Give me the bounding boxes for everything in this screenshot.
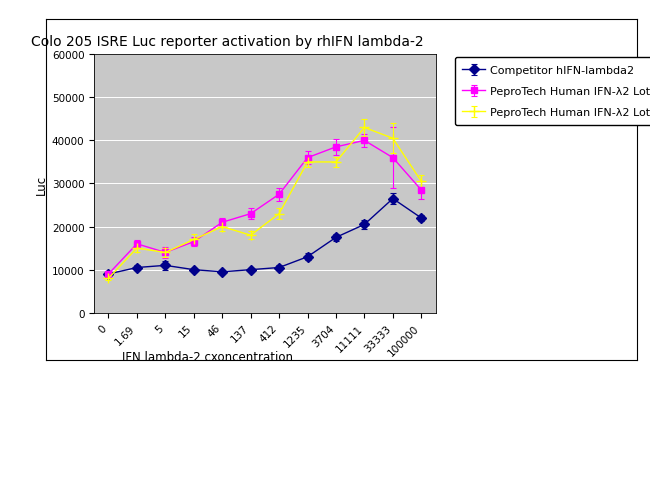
Legend: Competitor hIFN-lambda2, PeproTech Human IFN-λ2 Lot# 1, PeproTech Human IFN-λ2 L: Competitor hIFN-lambda2, PeproTech Human… bbox=[455, 58, 650, 126]
Text: Colo 205 ISRE Luc reporter activation by rhIFN lambda-2: Colo 205 ISRE Luc reporter activation by… bbox=[31, 35, 424, 49]
Y-axis label: Luc: Luc bbox=[34, 174, 47, 194]
Text: IFN lambda-2 cxoncentration: IFN lambda-2 cxoncentration bbox=[122, 351, 294, 364]
